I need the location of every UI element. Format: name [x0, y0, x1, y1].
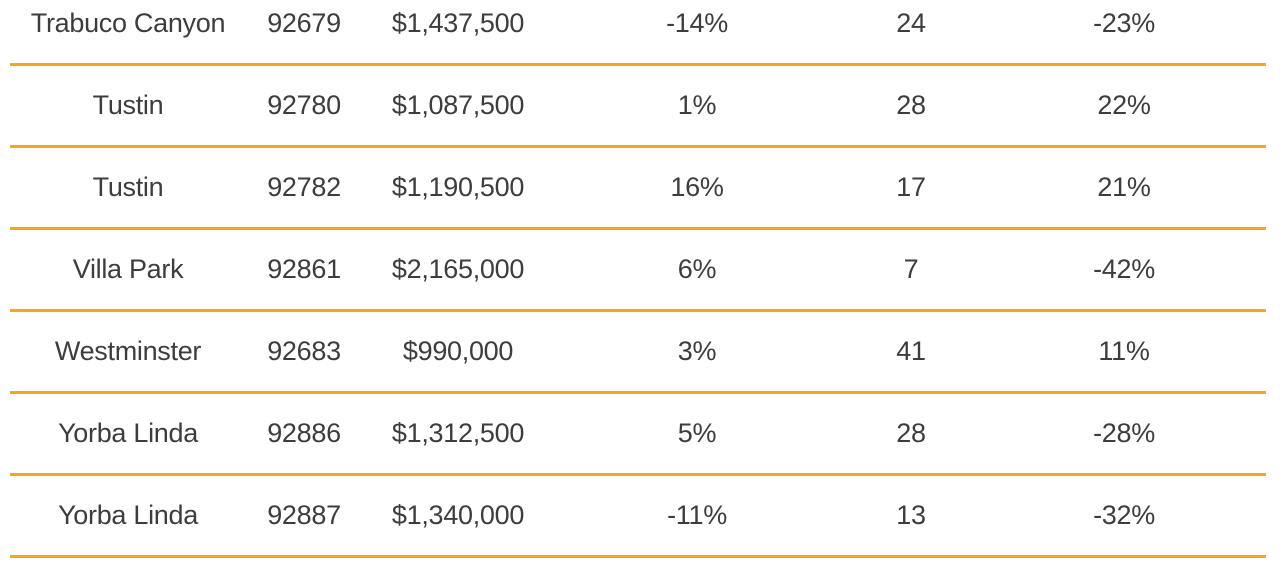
- cell-zip-code: 92780: [267, 90, 341, 120]
- cell-homes-sold: 28: [896, 418, 926, 448]
- cell-sales-change-pct: -32%: [1093, 500, 1155, 530]
- cell-sales-change-pct: 21%: [1097, 172, 1151, 202]
- cell-median-price: $1,190,500: [391, 172, 525, 202]
- table-row: Yorba Linda 92887 $1,340,000 -11% 13 -32…: [10, 476, 1266, 558]
- cell-zip-code: 92782: [267, 172, 341, 202]
- cell-city: Yorba Linda: [58, 418, 198, 448]
- cell-zip-code: 92683: [267, 336, 341, 366]
- table-row: Tustin 92780 $1,087,500 1% 28 22%: [10, 66, 1266, 148]
- cell-city: Tustin: [92, 90, 164, 120]
- cell-price-change-pct: 6%: [677, 254, 717, 284]
- cell-homes-sold: 13: [896, 500, 926, 530]
- cell-median-price: $1,312,500: [391, 418, 525, 448]
- cell-price-change-pct: -11%: [667, 500, 727, 530]
- table-row: Villa Park 92861 $2,165,000 6% 7 -42%: [10, 230, 1266, 312]
- cell-homes-sold: 7: [903, 254, 919, 284]
- cell-city: Westminster: [54, 336, 202, 366]
- cell-zip-code: 92679: [267, 8, 341, 38]
- cell-sales-change-pct: 11%: [1098, 336, 1150, 366]
- cell-median-price: $990,000: [402, 336, 514, 366]
- cell-price-change-pct: 1%: [677, 90, 717, 120]
- table-row: Tustin 92782 $1,190,500 16% 17 21%: [10, 148, 1266, 230]
- cell-median-price: $1,340,000: [391, 500, 525, 530]
- table-row: Yorba Linda 92886 $1,312,500 5% 28 -28%: [10, 394, 1266, 476]
- cell-price-change-pct: 5%: [677, 418, 717, 448]
- cell-city: Villa Park: [72, 254, 184, 284]
- cell-city: Tustin: [92, 172, 164, 202]
- cell-median-price: $1,437,500: [391, 8, 525, 38]
- cell-city: Trabuco Canyon: [30, 8, 226, 38]
- cell-homes-sold: 41: [896, 336, 926, 366]
- cell-homes-sold: 28: [896, 90, 926, 120]
- cell-zip-code: 92886: [267, 418, 341, 448]
- cell-price-change-pct: -14%: [666, 8, 728, 38]
- market-data-table: Trabuco Canyon 92679 $1,437,500 -14% 24 …: [10, 0, 1266, 558]
- cell-sales-change-pct: -23%: [1093, 8, 1155, 38]
- cell-median-price: $2,165,000: [391, 254, 525, 284]
- cell-zip-code: 92861: [267, 254, 341, 284]
- cell-zip-code: 92887: [267, 500, 341, 530]
- cell-homes-sold: 17: [896, 172, 926, 202]
- cell-median-price: $1,087,500: [391, 90, 525, 120]
- cell-homes-sold: 24: [896, 8, 926, 38]
- table-row: Westminster 92683 $990,000 3% 41 11%: [10, 312, 1266, 394]
- cell-price-change-pct: 16%: [670, 172, 724, 202]
- cell-sales-change-pct: 22%: [1097, 90, 1151, 120]
- table-row: Trabuco Canyon 92679 $1,437,500 -14% 24 …: [10, 0, 1266, 66]
- cell-sales-change-pct: -28%: [1093, 418, 1155, 448]
- cell-price-change-pct: 3%: [677, 336, 717, 366]
- cell-sales-change-pct: -42%: [1093, 254, 1155, 284]
- cell-city: Yorba Linda: [58, 500, 198, 530]
